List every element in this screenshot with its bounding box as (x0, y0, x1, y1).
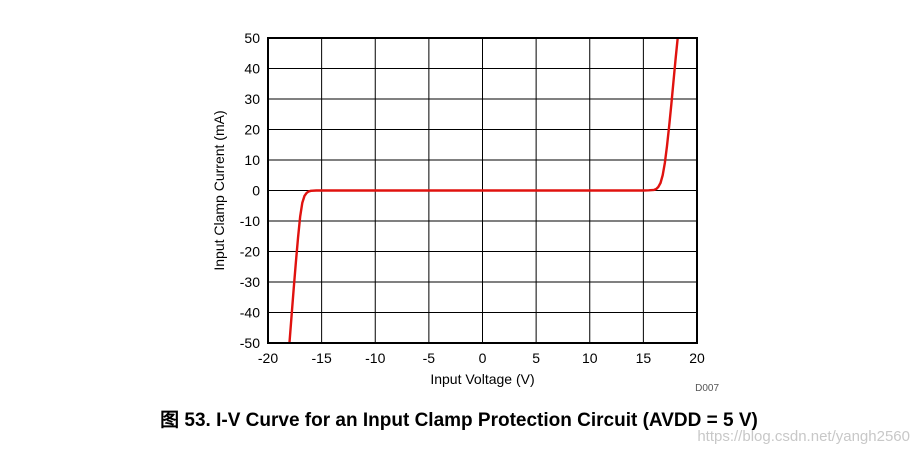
y-tick-label: -40 (240, 305, 260, 321)
x-tick-label: -20 (258, 350, 278, 366)
y-tick-label: 30 (244, 91, 260, 107)
plot-frame (267, 37, 698, 344)
series-line-clamp-current (288, 37, 679, 344)
x-axis-label: Input Voltage (V) (430, 371, 534, 387)
y-tick-label: 0 (252, 183, 260, 199)
x-tick-label: 20 (689, 350, 705, 366)
y-tick-label: 20 (244, 122, 260, 138)
tick-labels: -20 -15 -10 -5 0 5 10 15 20-50-40-30-20-10010203… (240, 30, 705, 366)
x-tick-label: -10 (365, 350, 385, 366)
y-tick-label: -20 (240, 244, 260, 260)
x-tick-label: 10 (582, 350, 598, 366)
y-tick-label: 10 (244, 152, 260, 168)
x-tick-label: -15 (312, 350, 332, 366)
x-tick-label: 0 (479, 350, 487, 366)
y-tick-label: -10 (240, 213, 260, 229)
figure-caption: 图 53. I-V Curve for an Input Clamp Prote… (160, 410, 758, 431)
y-tick-label: -50 (240, 335, 260, 351)
x-tick-label: 15 (636, 350, 652, 366)
watermark: https://blog.csdn.net/yangh2560 (697, 428, 910, 445)
x-tick-label: -5 (423, 350, 436, 366)
figure-code-label: D007 (695, 383, 719, 394)
y-tick-label: 40 (244, 61, 260, 77)
y-axis-label: Input Clamp Current (mA) (211, 110, 227, 270)
grid (267, 37, 698, 344)
y-tick-label: 50 (244, 30, 260, 46)
y-tick-label: -30 (240, 274, 260, 290)
x-tick-label: 5 (532, 350, 540, 366)
